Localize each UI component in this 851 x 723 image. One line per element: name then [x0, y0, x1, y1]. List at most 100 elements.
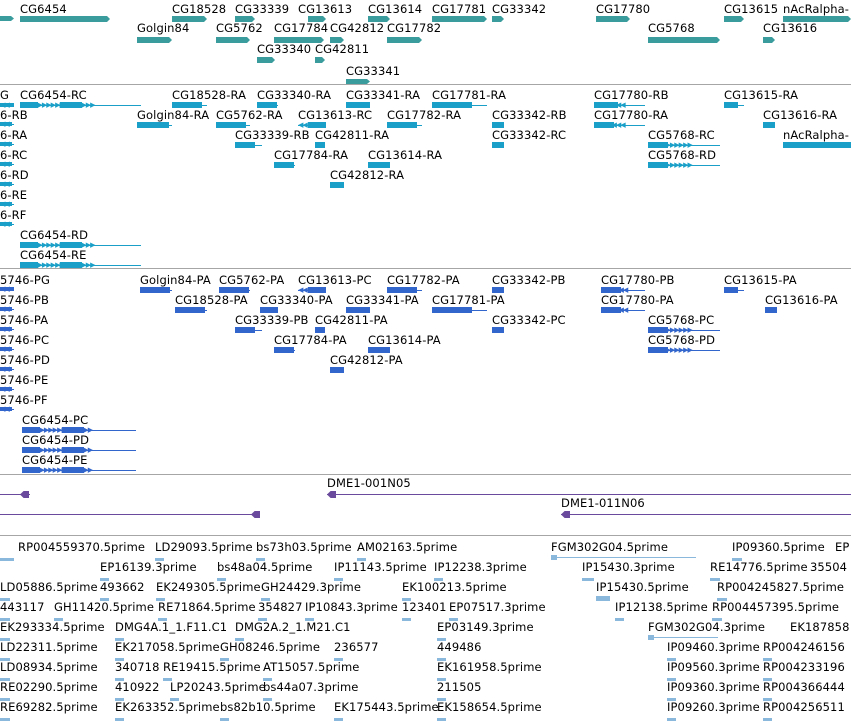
feature-label[interactable]: AM02163.5prime	[357, 540, 458, 554]
exon-block[interactable]	[763, 37, 775, 43]
feature-label[interactable]: CG17784	[274, 21, 329, 35]
exon-block[interactable]	[561, 514, 851, 515]
feature-label[interactable]: bs48a04.5prime	[217, 560, 313, 574]
exon-block[interactable]	[257, 57, 275, 63]
exon-block[interactable]	[315, 327, 325, 333]
exon-block[interactable]	[0, 407, 12, 411]
feature-label[interactable]: EP16139.3prime	[100, 560, 197, 574]
exon-block[interactable]	[60, 262, 82, 268]
feature-label[interactable]: CG13614-PA	[368, 333, 441, 347]
exon-block[interactable]	[22, 447, 40, 453]
feature-label[interactable]: CG18528-PA	[175, 293, 248, 307]
feature-label[interactable]: CG33342-RC	[492, 128, 567, 142]
exon-block[interactable]	[327, 491, 336, 498]
exon-block[interactable]	[235, 16, 255, 22]
feature-label[interactable]: LD05886.5prime	[0, 580, 98, 594]
exon-block[interactable]	[402, 618, 411, 621]
exon-block[interactable]	[100, 578, 109, 581]
exon-block[interactable]	[156, 598, 165, 601]
feature-label[interactable]: LP20243.5prime	[170, 680, 266, 694]
feature-label[interactable]: RP004256511	[763, 700, 845, 714]
feature-label[interactable]: RP004457395.5prime	[712, 600, 840, 614]
exon-block[interactable]	[0, 638, 10, 641]
exon-block[interactable]	[258, 618, 267, 621]
feature-label[interactable]: CG5762-RA	[216, 108, 283, 122]
feature-label[interactable]: CG6454-PD	[22, 433, 90, 447]
feature-label[interactable]: 5746-PB	[0, 293, 49, 307]
exon-block[interactable]	[0, 307, 12, 311]
feature-label[interactable]: 410922	[115, 680, 160, 694]
feature-label[interactable]: GH08246.5prime	[220, 640, 321, 654]
exon-block[interactable]	[0, 387, 12, 391]
feature-label[interactable]: CG17782-RA	[387, 108, 462, 122]
exon-block[interactable]	[0, 494, 30, 495]
feature-label[interactable]: CG5768-PD	[648, 333, 716, 347]
feature-label[interactable]: CG33342-PC	[492, 313, 566, 327]
exon-block[interactable]	[20, 491, 29, 498]
exon-block[interactable]	[437, 678, 446, 681]
feature-label[interactable]: CG17780-PA	[601, 293, 674, 307]
feature-label[interactable]: 5746-PA	[0, 313, 49, 327]
exon-block[interactable]	[62, 427, 84, 433]
exon-block[interactable]	[765, 307, 777, 313]
exon-block[interactable]	[274, 162, 294, 168]
exon-block[interactable]	[256, 558, 265, 561]
exon-block[interactable]	[648, 162, 668, 168]
exon-block[interactable]	[732, 558, 742, 561]
feature-label[interactable]: IP15430.3prime	[582, 560, 675, 574]
exon-block[interactable]	[712, 618, 722, 621]
feature-label[interactable]: FGM302G04.3prime	[648, 620, 766, 634]
feature-label[interactable]: EK263352.5prime	[115, 700, 220, 714]
feature-label[interactable]: 354827	[258, 600, 303, 614]
feature-label[interactable]: CG18528	[172, 2, 227, 16]
feature-label[interactable]: EK161958.5prime	[437, 660, 542, 674]
exon-block[interactable]	[763, 678, 772, 681]
exon-block[interactable]	[0, 598, 10, 601]
feature-label[interactable]: CG33340-PA	[260, 293, 333, 307]
feature-label[interactable]: CG6454	[20, 2, 67, 16]
exon-block[interactable]	[54, 618, 63, 621]
feature-label[interactable]: 5746-PE	[0, 373, 49, 387]
feature-label[interactable]: 5746-PD	[0, 353, 50, 367]
exon-block[interactable]	[163, 678, 172, 681]
exon-block[interactable]	[172, 16, 207, 22]
exon-block[interactable]	[368, 162, 390, 168]
exon-block[interactable]	[492, 287, 504, 293]
exon-block[interactable]	[261, 598, 270, 601]
feature-label[interactable]: CG13616	[763, 21, 818, 35]
feature-label[interactable]: EP07517.3prime	[449, 600, 546, 614]
feature-label[interactable]: IP12238.3prime	[434, 560, 527, 574]
feature-label[interactable]: CG33339-PB	[235, 313, 309, 327]
feature-label[interactable]: CG13616-RA	[763, 108, 838, 122]
feature-label[interactable]: CG42811-PA	[315, 313, 388, 327]
feature-label[interactable]: bs44a07.3prime	[263, 680, 359, 694]
exon-block[interactable]	[710, 578, 720, 581]
feature-label[interactable]: LD08934.5prime	[0, 660, 98, 674]
feature-label[interactable]: CG6454-PC	[22, 413, 89, 427]
feature-label[interactable]: CG42812	[330, 21, 385, 35]
exon-block[interactable]	[368, 16, 390, 22]
feature-label[interactable]: CG33340-RA	[257, 88, 332, 102]
feature-label[interactable]: CG13615-RA	[724, 88, 799, 102]
feature-label[interactable]: RE19415.5prime	[163, 660, 261, 674]
feature-label[interactable]: Golgin84-RA	[137, 108, 210, 122]
exon-block[interactable]	[0, 718, 10, 721]
exon-block[interactable]	[334, 578, 343, 581]
feature-label[interactable]: 5746-PG	[0, 273, 50, 287]
feature-label[interactable]: 340718	[115, 660, 160, 674]
feature-label[interactable]: CG5762	[216, 21, 263, 35]
feature-label[interactable]: 449486	[437, 640, 482, 654]
feature-label[interactable]: EK217058.5prime	[115, 640, 220, 654]
feature-label[interactable]: CG5768-RC	[648, 128, 715, 142]
feature-label[interactable]: CG17780	[596, 2, 651, 16]
exon-block[interactable]	[217, 578, 226, 581]
exon-block[interactable]	[175, 307, 205, 313]
feature-label[interactable]: CG17781-RA	[432, 88, 507, 102]
feature-label[interactable]: nAcRalpha-	[783, 128, 850, 142]
exon-block[interactable]	[667, 658, 676, 661]
exon-block[interactable]	[260, 307, 278, 313]
exon-block[interactable]	[305, 618, 314, 621]
exon-block[interactable]	[60, 102, 82, 108]
feature-label[interactable]: CG17782	[387, 21, 442, 35]
